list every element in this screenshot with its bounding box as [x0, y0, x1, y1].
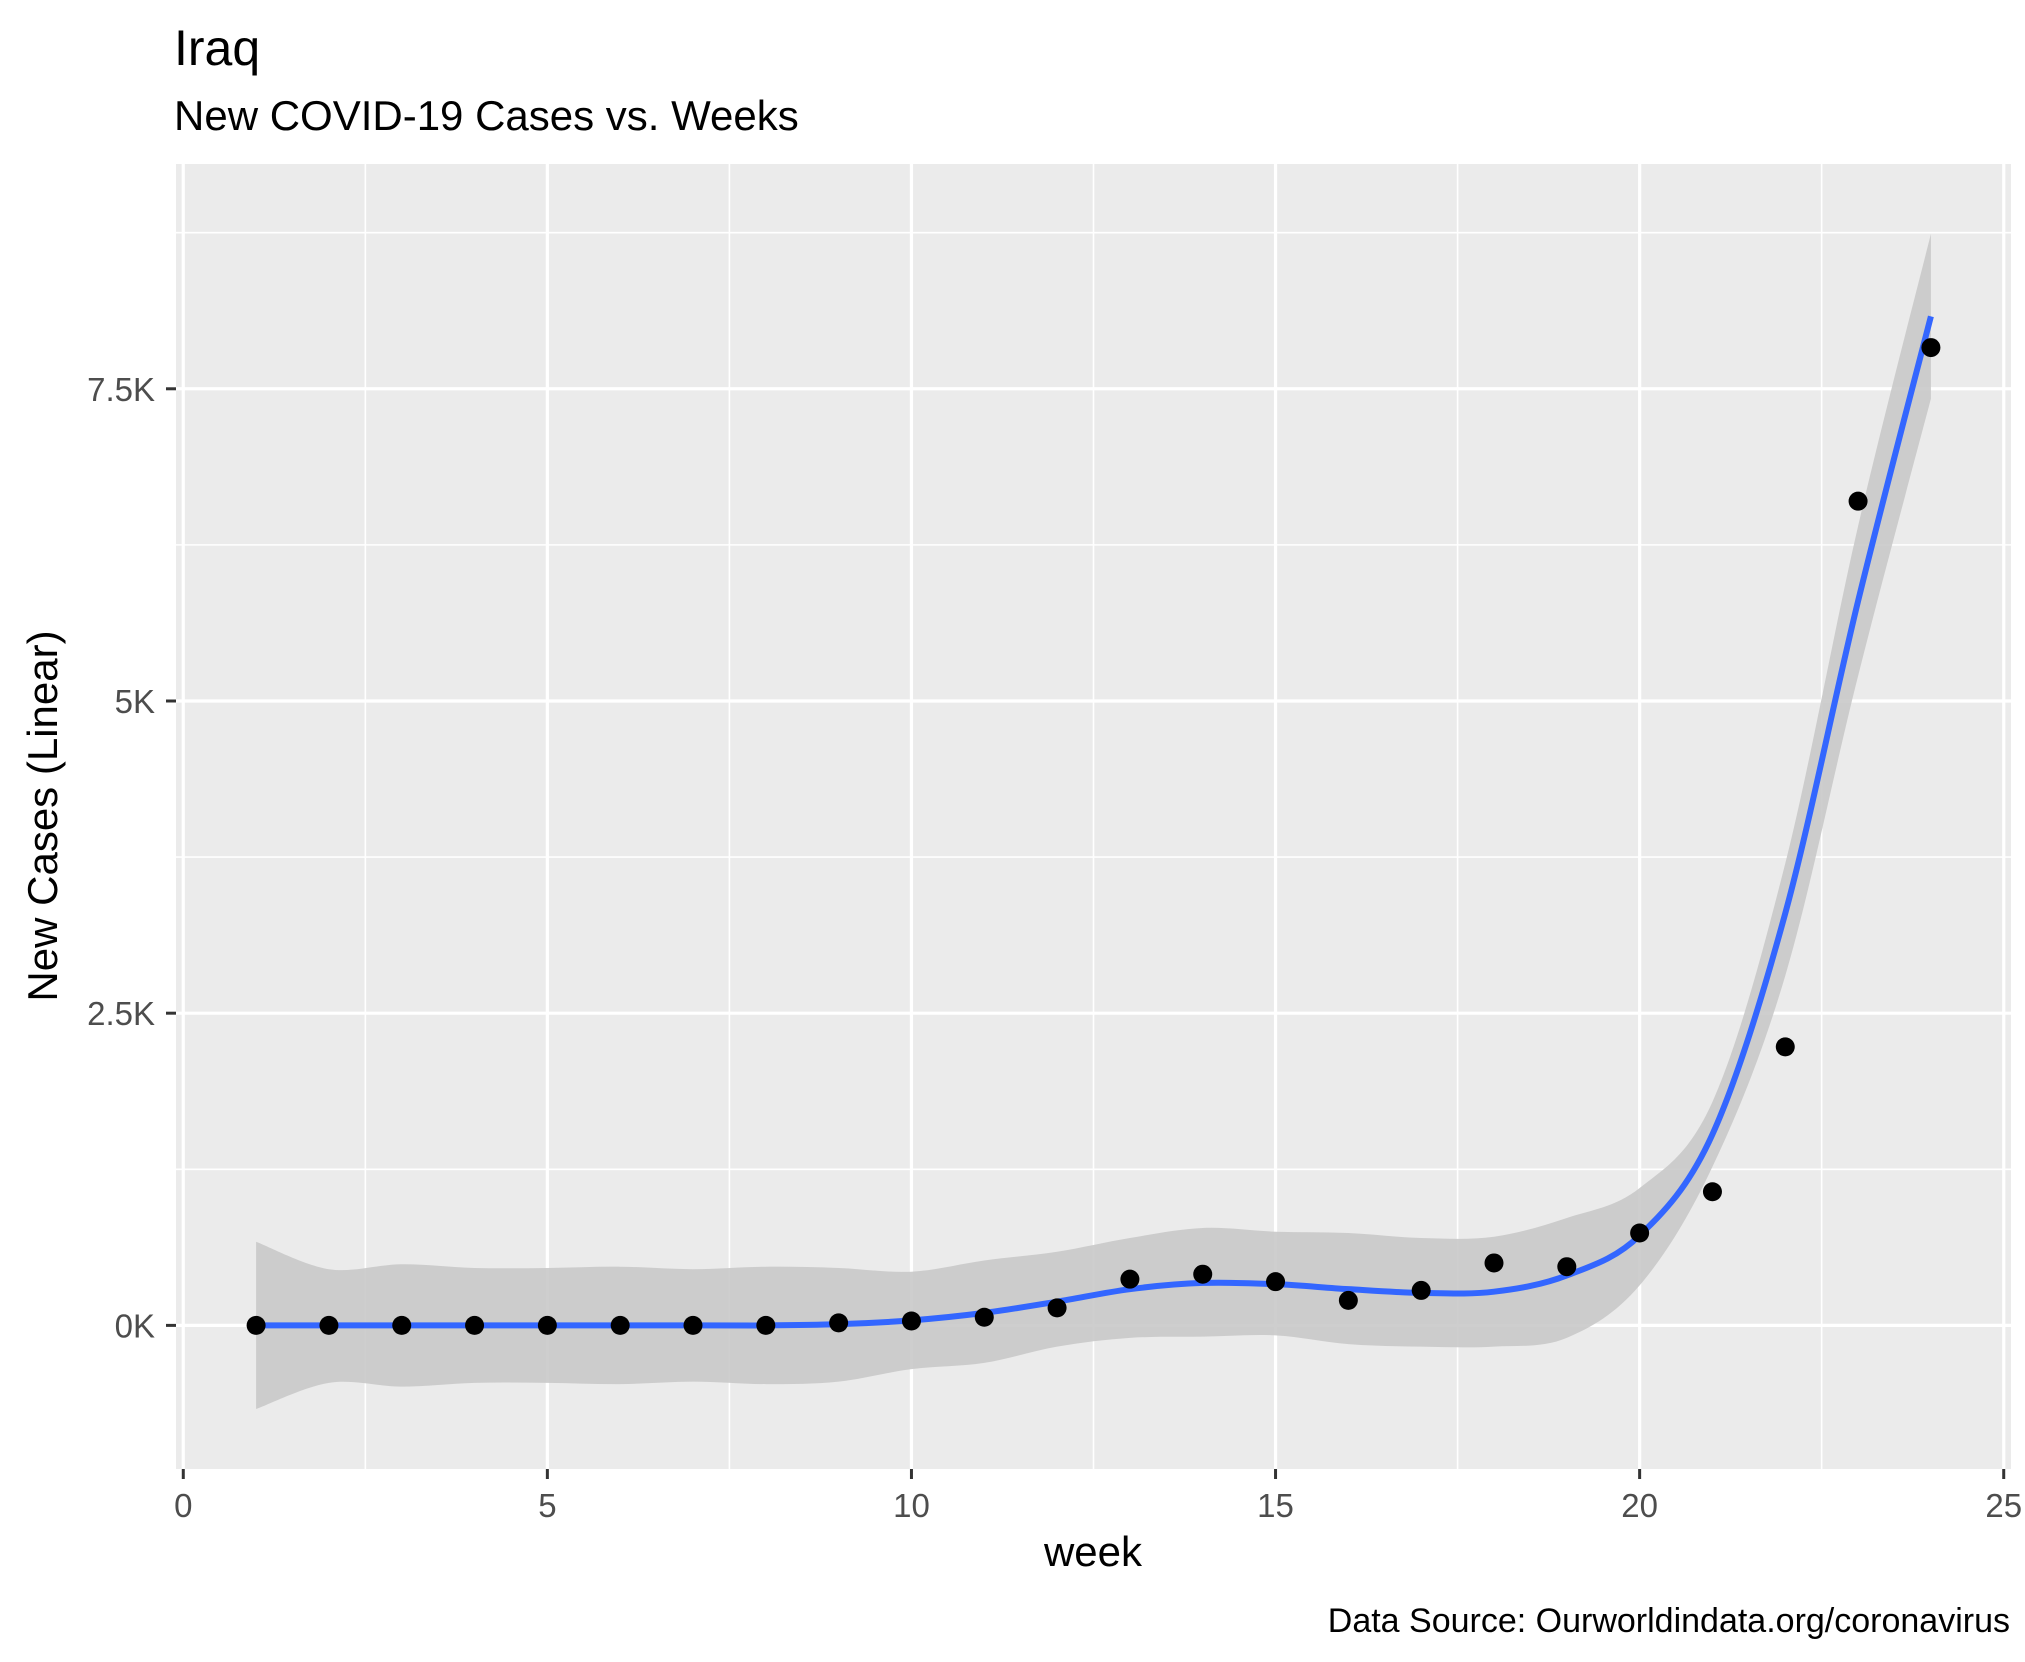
data-point: [901, 1311, 921, 1331]
data-point: [1557, 1257, 1577, 1277]
y-axis-title: New Cases (Linear): [19, 630, 66, 1001]
y-tick-label: 7.5K: [87, 371, 155, 408]
data-point: [1120, 1269, 1140, 1289]
data-point: [465, 1315, 485, 1335]
data-point: [610, 1315, 630, 1335]
x-tick-label: 0: [174, 1487, 192, 1524]
data-point: [1193, 1264, 1213, 1284]
y-tick-label: 2.5K: [87, 995, 155, 1032]
data-point: [1411, 1280, 1431, 1300]
x-tick-label: 25: [1985, 1487, 2022, 1524]
chart-subtitle: New COVID-19 Cases vs. Weeks: [174, 92, 799, 139]
data-point: [756, 1315, 776, 1335]
chart-title: Iraq: [174, 20, 260, 76]
confidence-ribbon: [256, 233, 1931, 1410]
x-tick-label: 5: [538, 1487, 556, 1524]
y-axis-ticks: 0K 2.5K 5K 7.5K: [87, 371, 176, 1344]
data-point: [974, 1307, 994, 1327]
y-tick-label: 0K: [115, 1307, 155, 1344]
data-point: [537, 1315, 557, 1335]
data-point: [683, 1315, 703, 1335]
data-point: [1775, 1037, 1795, 1057]
data-point: [1047, 1298, 1067, 1318]
data-point: [319, 1315, 339, 1335]
x-tick-label: 15: [1257, 1487, 1294, 1524]
data-point: [1266, 1272, 1286, 1292]
data-point: [246, 1315, 266, 1335]
x-axis-title: week: [1043, 1528, 1143, 1575]
x-axis-ticks: 0 5 10 15 20 25: [174, 1469, 2022, 1524]
data-points: [246, 338, 1941, 1335]
data-point: [1848, 491, 1868, 511]
x-tick-label: 10: [893, 1487, 930, 1524]
y-tick-label: 5K: [115, 683, 155, 720]
data-point: [1702, 1182, 1722, 1202]
x-tick-label: 20: [1621, 1487, 1658, 1524]
data-point: [829, 1313, 849, 1333]
data-point: [1484, 1253, 1504, 1273]
data-point: [392, 1315, 412, 1335]
chart-caption: Data Source: Ourworldindata.org/coronavi…: [1328, 1602, 2010, 1640]
smooth-line: [256, 315, 1934, 1329]
data-point: [1630, 1223, 1650, 1243]
data-point: [1338, 1290, 1358, 1310]
data-point: [1921, 338, 1941, 358]
